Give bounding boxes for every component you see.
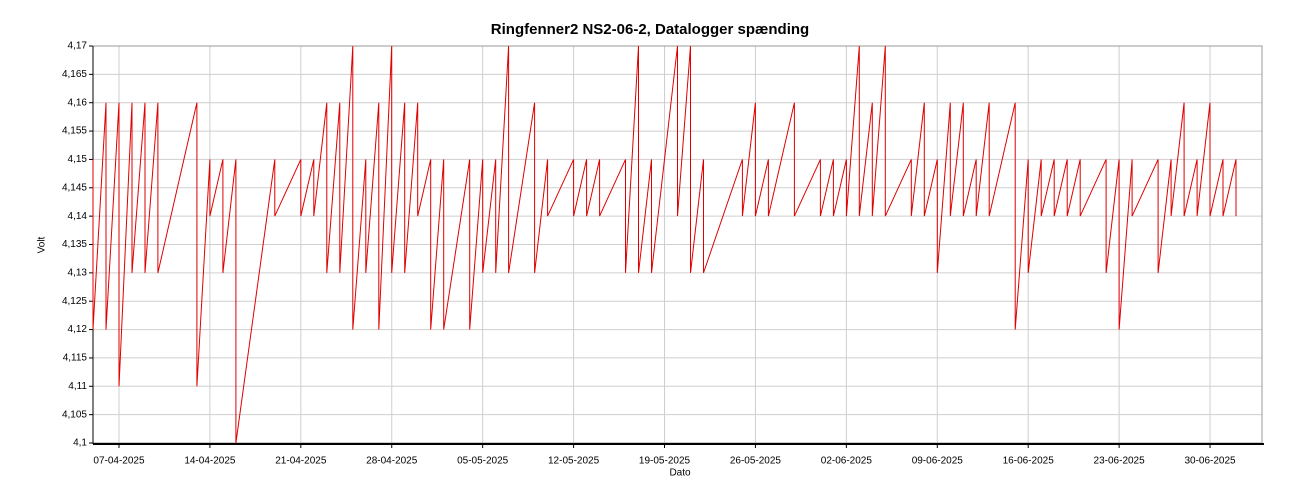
x-tick-label: 12-05-2025 [548, 456, 600, 467]
x-tick-label: 14-04-2025 [184, 456, 236, 467]
y-axis-label: Volt [37, 236, 48, 253]
x-tick-label: 21-04-2025 [275, 456, 327, 467]
y-tick-label: 4,125 [62, 296, 87, 307]
y-tick-label: 4,1 [73, 438, 87, 449]
y-tick-label: 4,17 [68, 41, 88, 52]
y-tick-label: 4,135 [62, 239, 87, 250]
y-tick-label: 4,115 [63, 353, 88, 364]
y-tick-label: 4,145 [62, 182, 87, 193]
x-tick-label: 26-05-2025 [730, 456, 782, 467]
x-tick-label: 07-04-2025 [93, 456, 145, 467]
y-tick-label: 4,15 [68, 154, 88, 165]
x-tick-label: 16-06-2025 [1003, 456, 1055, 467]
x-tick-label: 19-05-2025 [639, 456, 691, 467]
chart-title: Ringfenner2 NS2-06-2, Datalogger spændin… [491, 21, 809, 38]
y-tick-label: 4,155 [62, 126, 87, 137]
y-tick-label: 4,14 [68, 211, 88, 222]
y-tick-label: 4,12 [68, 324, 88, 335]
y-tick-label: 4,13 [68, 267, 88, 278]
series-line [92, 45, 1237, 444]
x-tick-label: 05-05-2025 [457, 456, 509, 467]
y-tick-label: 4,16 [68, 97, 88, 108]
y-tick-label: 4,11 [68, 381, 87, 392]
x-tick-label: 28-04-2025 [366, 456, 418, 467]
x-tick-label: 02-06-2025 [821, 456, 873, 467]
y-tick-label: 4,105 [62, 409, 87, 420]
x-tick-label: 09-06-2025 [912, 456, 964, 467]
x-tick-label: 30-06-2025 [1184, 456, 1236, 467]
x-tick-label: 23-06-2025 [1094, 456, 1146, 467]
x-axis-label: Dato [669, 468, 691, 479]
y-tick-label: 4,165 [62, 69, 87, 80]
